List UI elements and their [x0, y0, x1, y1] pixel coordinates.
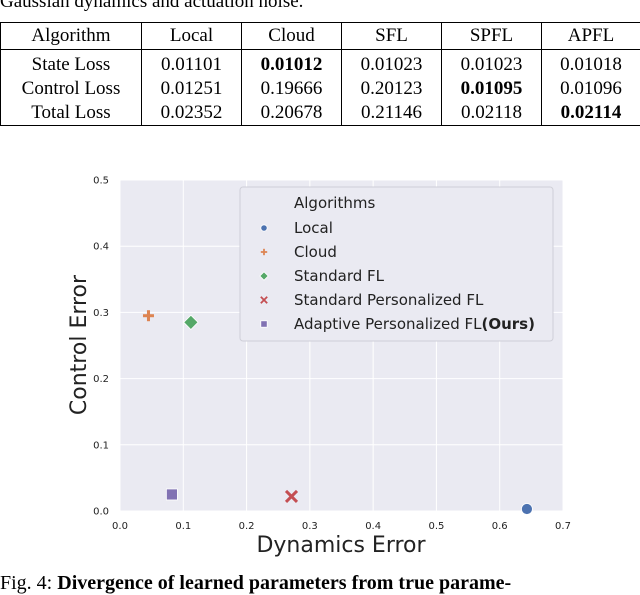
y-axis-label: Control Error: [67, 274, 92, 415]
x-tick-label: 0.2: [239, 521, 255, 532]
figure-caption: Fig. 4: Divergence of learned parameters…: [0, 572, 640, 595]
header-cell: Algorithm: [1, 23, 142, 50]
x-tick-label: 0.3: [302, 521, 318, 532]
table-cell-best: 0.02114: [542, 101, 640, 126]
y-tick-label: 0.2: [93, 374, 109, 385]
x-tick-label: 0.5: [428, 521, 444, 532]
y-tick-label: 0.0: [93, 507, 109, 518]
y-tick-label: 0.3: [93, 308, 109, 319]
x-tick-label: 0.7: [555, 521, 571, 532]
results-table: Algorithm Local Cloud SFL SPFL APFL Stat…: [0, 22, 640, 126]
table-cell: 0.02118: [442, 101, 542, 126]
header-cell: SFL: [342, 23, 442, 50]
table-row: State Loss 0.01101 0.01012 0.01023 0.010…: [1, 50, 640, 78]
y-tick-label: 0.1: [93, 440, 109, 451]
table-cell: 0.01096: [542, 77, 640, 101]
x-tick-label: 0.0: [112, 521, 128, 532]
legend-label: Local: [294, 219, 333, 237]
legend-marker: [261, 321, 267, 327]
table-header-row: Algorithm Local Cloud SFL SPFL APFL: [1, 23, 640, 50]
row-label: Control Loss: [1, 77, 142, 101]
header-cell: APFL: [542, 23, 640, 50]
preceding-text: Gaussian dynamics and actuation noise.: [0, 0, 640, 13]
table-cell: 0.01101: [142, 50, 242, 78]
x-axis-label: Dynamics Error: [256, 533, 426, 558]
x-tick-label: 0.1: [175, 521, 191, 532]
header-cell: Local: [142, 23, 242, 50]
table-cell: 0.20678: [242, 101, 342, 126]
scatter-chart: 0.0 0.1 0.2 0.3 0.4 0.5 0.6 0.7 0.0 0.1 0.2 0.3 0.4 0…: [0, 150, 640, 570]
table-cell-best: 0.01012: [242, 50, 342, 78]
x-tick-label: 0.4: [365, 521, 381, 532]
caption-text: Divergence of learned parameters from tr…: [57, 572, 511, 594]
table-cell: 0.01023: [442, 50, 542, 78]
table-cell: 0.19666: [242, 77, 342, 101]
legend-label: Standard Personalized FL: [294, 291, 484, 309]
table-cell: 0.02352: [142, 101, 242, 126]
table-cell: 0.01023: [342, 50, 442, 78]
y-tick-label: 0.5: [93, 176, 109, 187]
table-cell: 0.01251: [142, 77, 242, 101]
row-label: State Loss: [1, 50, 142, 78]
table-cell-best: 0.01095: [442, 77, 542, 101]
point-adaptive-personalized-fl: [166, 489, 177, 500]
table-cell: 0.01018: [542, 50, 640, 78]
legend-marker: [261, 225, 267, 231]
y-tick-label: 0.4: [93, 242, 109, 253]
table-cell: 0.21146: [342, 101, 442, 126]
legend-title: Algorithms: [294, 194, 375, 212]
table-row: Total Loss 0.02352 0.20678 0.21146 0.021…: [1, 101, 640, 126]
header-cell: SPFL: [442, 23, 542, 50]
x-tick-label: 0.6: [492, 521, 508, 532]
caption-label: Fig. 4:: [0, 572, 52, 594]
row-label: Total Loss: [1, 101, 142, 126]
legend-label: Cloud: [294, 243, 337, 261]
legend-label: Standard FL: [294, 267, 385, 285]
legend-label: Adaptive Personalized FL(Ours): [294, 315, 535, 333]
legend: Algorithms Local Cloud Standard FL Standard…: [240, 187, 553, 341]
table-row: Control Loss 0.01251 0.19666 0.20123 0.0…: [1, 77, 640, 101]
point-local: [521, 504, 532, 515]
header-cell: Cloud: [242, 23, 342, 50]
table-cell: 0.20123: [342, 77, 442, 101]
